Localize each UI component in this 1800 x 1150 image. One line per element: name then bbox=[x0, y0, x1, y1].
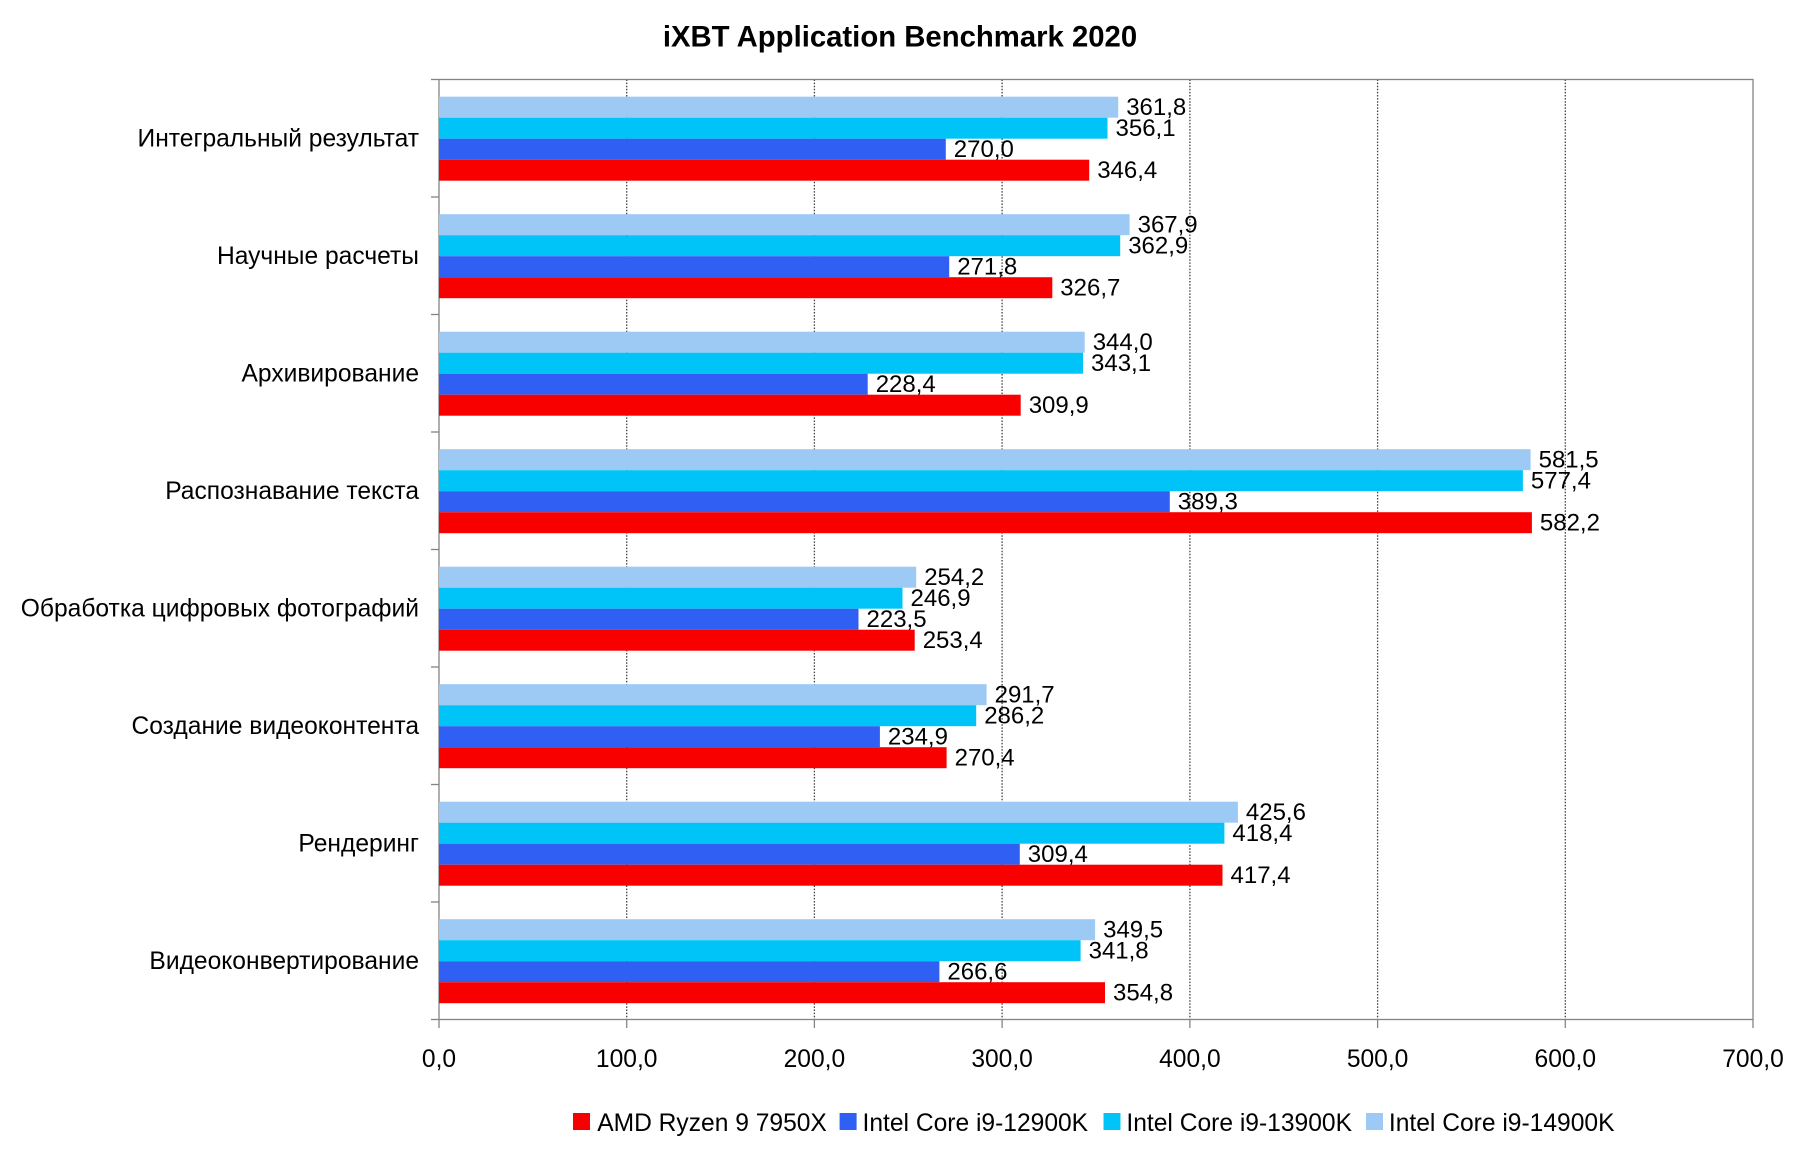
svg-text:349,5: 349,5 bbox=[1103, 917, 1163, 944]
svg-text:Intel Core i9-12900K: Intel Core i9-12900K bbox=[863, 1110, 1089, 1137]
svg-text:417,4: 417,4 bbox=[1231, 862, 1291, 889]
svg-text:600,0: 600,0 bbox=[1535, 1046, 1597, 1073]
svg-text:246,9: 246,9 bbox=[911, 585, 971, 612]
svg-text:200,0: 200,0 bbox=[784, 1046, 846, 1073]
svg-text:346,4: 346,4 bbox=[1097, 157, 1157, 184]
svg-text:AMD Ryzen 9 7950X: AMD Ryzen 9 7950X bbox=[597, 1110, 827, 1137]
svg-text:581,5: 581,5 bbox=[1539, 447, 1599, 474]
svg-text:344,0: 344,0 bbox=[1093, 329, 1153, 356]
svg-text:400,0: 400,0 bbox=[1159, 1046, 1221, 1073]
svg-text:Создание видеоконтента: Создание видеоконтента bbox=[132, 713, 420, 740]
svg-text:100,0: 100,0 bbox=[596, 1046, 658, 1073]
svg-text:418,4: 418,4 bbox=[1232, 820, 1292, 847]
svg-text:341,8: 341,8 bbox=[1089, 938, 1149, 965]
svg-text:700,0: 700,0 bbox=[1722, 1046, 1784, 1073]
svg-text:309,4: 309,4 bbox=[1028, 841, 1088, 868]
svg-text:425,6: 425,6 bbox=[1246, 799, 1306, 826]
svg-text:500,0: 500,0 bbox=[1347, 1046, 1409, 1073]
svg-text:253,4: 253,4 bbox=[923, 627, 983, 654]
svg-text:234,9: 234,9 bbox=[888, 724, 948, 751]
svg-text:300,0: 300,0 bbox=[971, 1046, 1033, 1073]
svg-text:577,4: 577,4 bbox=[1531, 468, 1591, 495]
svg-text:271,8: 271,8 bbox=[957, 254, 1017, 281]
svg-text:Обработка цифровых фотографий: Обработка цифровых фотографий bbox=[21, 596, 419, 623]
svg-text:266,6: 266,6 bbox=[947, 959, 1007, 986]
svg-text:Intel Core i9-13900K: Intel Core i9-13900K bbox=[1126, 1110, 1352, 1137]
svg-text:iXBT Application Benchmark 202: iXBT Application Benchmark 2020 bbox=[663, 21, 1137, 54]
svg-text:223,5: 223,5 bbox=[867, 606, 927, 633]
svg-text:367,9: 367,9 bbox=[1138, 212, 1198, 239]
svg-text:Intel Core i9-14900K: Intel Core i9-14900K bbox=[1389, 1110, 1615, 1137]
svg-text:361,8: 361,8 bbox=[1126, 94, 1186, 121]
svg-text:Архивирование: Архивирование bbox=[242, 360, 419, 387]
svg-text:0,0: 0,0 bbox=[422, 1046, 456, 1073]
svg-text:291,7: 291,7 bbox=[995, 682, 1055, 709]
svg-text:343,1: 343,1 bbox=[1091, 350, 1151, 377]
svg-text:326,7: 326,7 bbox=[1060, 275, 1120, 302]
svg-text:Рендеринг: Рендеринг bbox=[298, 831, 419, 858]
svg-text:389,3: 389,3 bbox=[1178, 489, 1238, 516]
svg-text:309,9: 309,9 bbox=[1029, 392, 1089, 419]
svg-text:362,9: 362,9 bbox=[1128, 233, 1188, 260]
svg-text:582,2: 582,2 bbox=[1540, 510, 1600, 537]
svg-text:Распознавание текста: Распознавание текста bbox=[165, 478, 419, 505]
svg-text:Видеоконвертирование: Видеоконвертирование bbox=[149, 948, 419, 975]
svg-text:254,2: 254,2 bbox=[924, 564, 984, 591]
svg-text:Научные расчеты: Научные расчеты bbox=[217, 243, 419, 270]
svg-text:270,0: 270,0 bbox=[954, 136, 1014, 163]
svg-text:Интегральный результат: Интегральный результат bbox=[138, 125, 419, 152]
svg-text:356,1: 356,1 bbox=[1116, 115, 1176, 142]
svg-text:228,4: 228,4 bbox=[876, 371, 936, 398]
svg-text:286,2: 286,2 bbox=[984, 703, 1044, 730]
svg-text:354,8: 354,8 bbox=[1113, 980, 1173, 1007]
svg-text:270,4: 270,4 bbox=[955, 745, 1015, 772]
